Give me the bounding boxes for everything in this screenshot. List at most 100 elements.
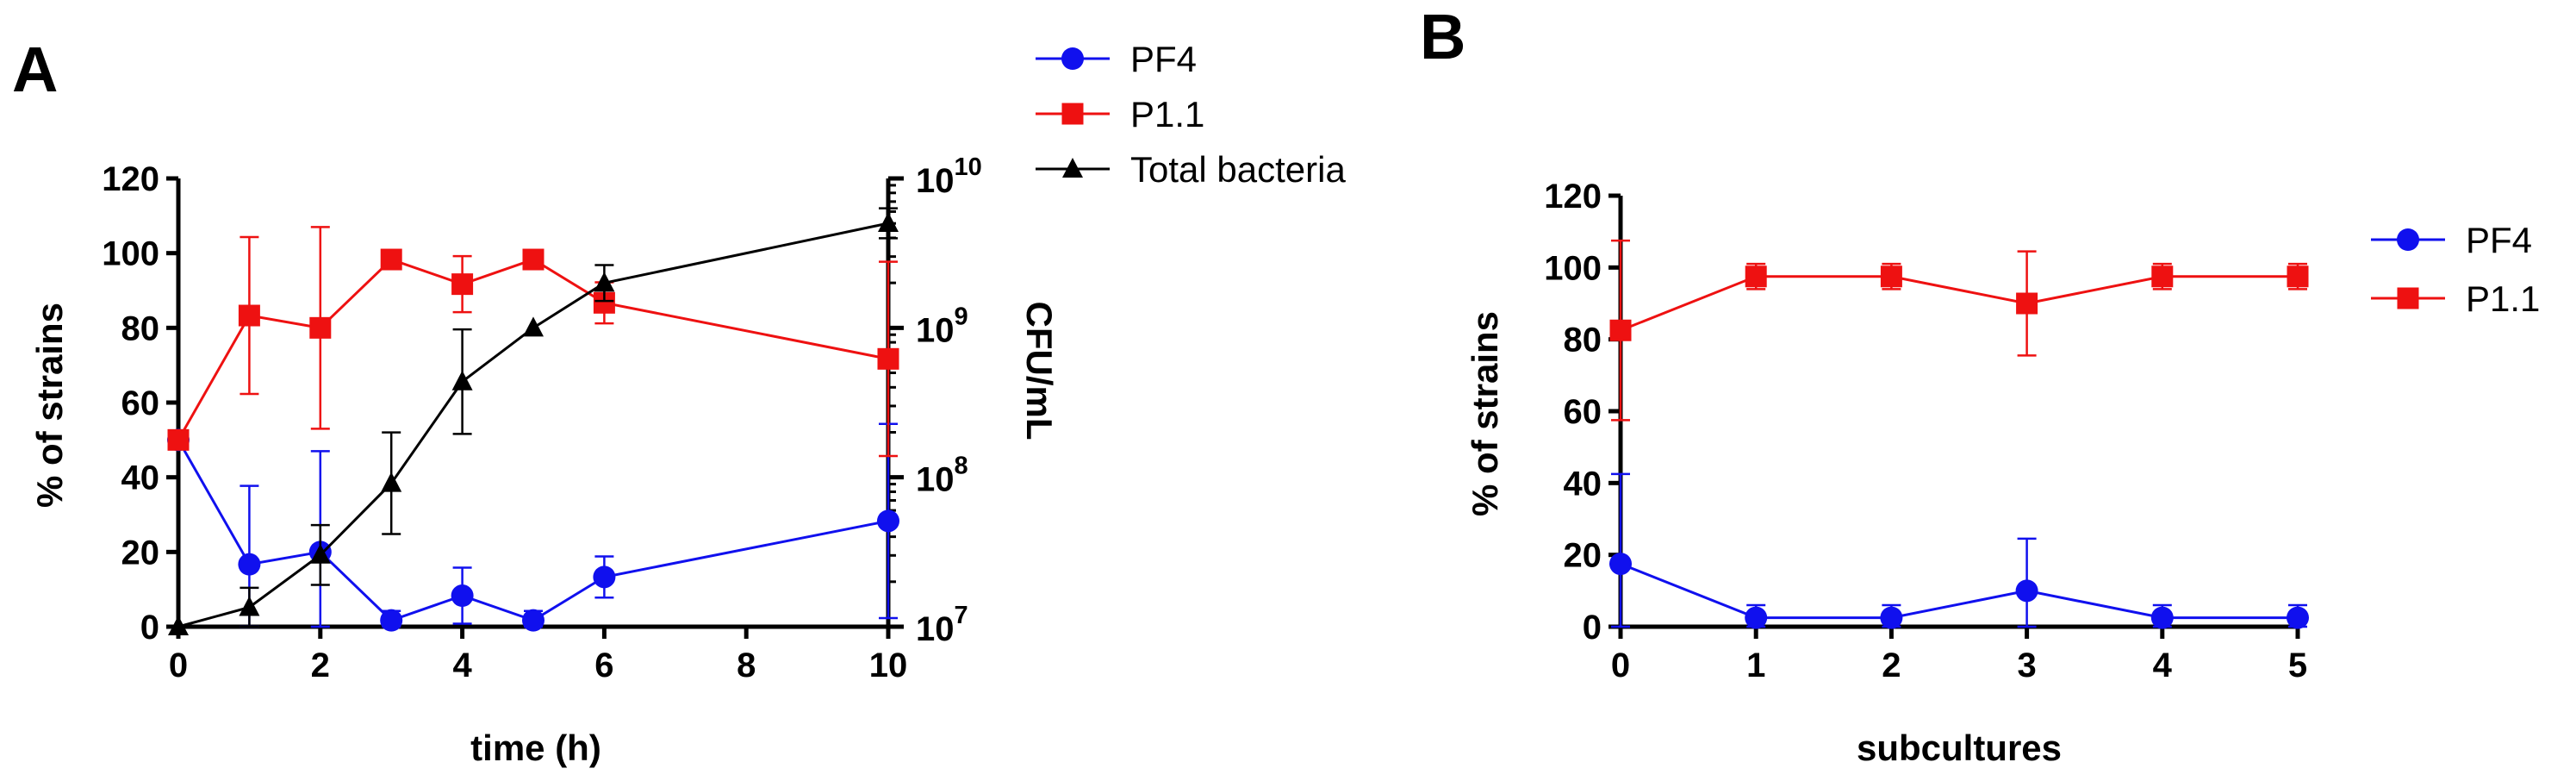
panel-a-x-tick-label: 10 (869, 647, 908, 684)
panel-b-series (1609, 239, 2309, 629)
panel-b-data-point (2151, 266, 2174, 288)
panel-b-data-point (2016, 292, 2038, 315)
panel-a-data-point (167, 428, 190, 451)
panel-b-x-tick-label: 1 (1746, 647, 1765, 684)
panel-a-legend-marker (1061, 103, 1084, 125)
panel-a-y-tick-label: 100 (102, 235, 159, 273)
panel-b-x-tick-label: 4 (2153, 647, 2173, 684)
panel-a-data-point (877, 347, 899, 370)
panel-a-y-axis-title: % of strains (29, 303, 70, 508)
panel-b-data-point (2015, 579, 2038, 603)
panel-b-legend: PF4 P1.1 (2371, 220, 2540, 319)
panel-a-series-line (177, 222, 889, 628)
panel-a-legend-label: P1.1 (1130, 94, 1204, 134)
panel-b-y-tick-label: 80 (1564, 322, 1602, 359)
panel-b-series-line (1620, 562, 2298, 620)
panel-a-data-point (168, 615, 189, 635)
panel-b-error-bar (1611, 472, 1630, 628)
panel-b-data-point (1880, 266, 1902, 288)
panel-b-series-1 (1609, 239, 2309, 422)
panel-b-series-0 (1609, 472, 2309, 629)
panel-a-y-tick-label: 0 (140, 609, 159, 647)
panel-b-x-tick-label: 0 (1611, 647, 1630, 684)
panel-a-y-right-tick-label: 109 (916, 303, 968, 349)
panel-a-y-right-tick-label: 107 (916, 602, 968, 648)
panel-a-data-point (451, 273, 474, 296)
panel-b-x-tick-label: 2 (1882, 647, 1901, 684)
panel-b-data-point (2287, 266, 2309, 288)
panel-a-legend-marker (1061, 47, 1084, 70)
panel-a-x-tick-label: 2 (311, 647, 330, 684)
panel-b-x-axis-title: subcultures (1857, 728, 2062, 768)
panel-b-y-tick-label: 40 (1564, 465, 1602, 503)
panel-a-series-line (177, 258, 889, 441)
panel-a-legend-label: Total bacteria (1130, 149, 1346, 190)
panel-a-data-point (381, 472, 402, 492)
panel-a-data-point (594, 272, 615, 292)
panel-a-letter: A (12, 34, 58, 105)
panel-b-chart: 0 20 40 60 80 100 120 0 1 2 3 4 5 subcultures % of s… (1465, 178, 2540, 768)
panel-a-legend-label: PF4 (1130, 39, 1197, 79)
panel-a-data-point (380, 609, 403, 632)
panel-a-series-2 (168, 207, 899, 635)
panel-a-data-point (522, 248, 544, 271)
panel-a-y-right-tick-label: 1010 (916, 153, 982, 200)
panel-b-data-point (1745, 266, 1767, 288)
panel-b-y-axis-title: % of strains (1465, 311, 1505, 516)
panel-b-y-tick-label: 60 (1564, 393, 1602, 431)
panel-a-data-point (877, 509, 899, 533)
panel-a-y-tick-label: 120 (102, 160, 159, 198)
panel-b-data-point (2150, 606, 2174, 629)
panel-b-letter: B (1420, 1, 1465, 72)
panel-b-data-point (1880, 606, 1903, 629)
panel-b-legend-marker (2397, 228, 2419, 251)
panel-b-legend-label: PF4 (2466, 220, 2532, 260)
panel-a-x-tick-label: 4 (452, 647, 472, 684)
panel-b-axes: 0 20 40 60 80 100 120 0 1 2 3 4 5 (1544, 178, 2307, 684)
panel-a-series-0 (167, 422, 899, 632)
panel-a-x-axis-title: time (h) (470, 728, 601, 768)
panel-b-y-tick-label: 0 (1583, 609, 1602, 647)
panel-a-data-point (451, 584, 474, 608)
panel-a-series-line (177, 439, 889, 622)
panel-a-y-tick-label: 80 (121, 309, 160, 347)
panel-a-y-tick-label: 20 (121, 534, 160, 572)
panel-a-x-tick-label: 0 (169, 647, 188, 684)
panel-a-y-tick-label: 60 (121, 384, 160, 422)
panel-a-series (167, 207, 899, 635)
panel-b-y-tick-label: 100 (1544, 249, 1602, 287)
panel-a-data-point (522, 609, 544, 632)
panel-b-y-tick-label: 120 (1544, 178, 1602, 216)
panel-b-x-tick-label: 3 (2017, 647, 2036, 684)
panel-a-data-point (878, 212, 899, 232)
panel-a-data-point (451, 370, 473, 390)
panel-a-x-tick-label: 8 (737, 647, 756, 684)
panel-b-data-point (2287, 606, 2309, 629)
panel-a-series-1 (167, 226, 899, 458)
panel-b-legend-marker (2397, 287, 2419, 309)
panel-b-data-point (1609, 553, 1632, 576)
panel-a-data-point (309, 543, 331, 564)
panel-a-y-right-axis-title: CFU/mL (1019, 302, 1060, 440)
panel-a-y-right-tick-label: 108 (916, 453, 968, 499)
panel-a-data-point (238, 553, 261, 576)
panel-b-data-point (1745, 606, 1768, 629)
panel-a-data-point (238, 304, 260, 327)
panel-b-legend-label: P1.1 (2466, 278, 2540, 319)
panel-a-data-point (239, 596, 260, 616)
panel-a-data-point (309, 316, 332, 339)
panel-b-x-tick-label: 5 (2288, 647, 2307, 684)
panel-a-data-point (523, 316, 544, 337)
panel-a-x-tick-label: 6 (594, 647, 613, 684)
panel-a-y-tick-label: 40 (121, 459, 160, 497)
panel-b-y-tick-label: 20 (1564, 537, 1602, 575)
panel-b-data-point (1609, 319, 1632, 341)
panel-a-data-point (593, 565, 616, 589)
panel-a-legend-marker (1062, 158, 1083, 178)
panel-a-data-point (380, 248, 402, 271)
panel-b-series-line (1620, 275, 2298, 332)
panel-a-legend: PF4 P1.1 Total bacteria (1036, 39, 1346, 190)
